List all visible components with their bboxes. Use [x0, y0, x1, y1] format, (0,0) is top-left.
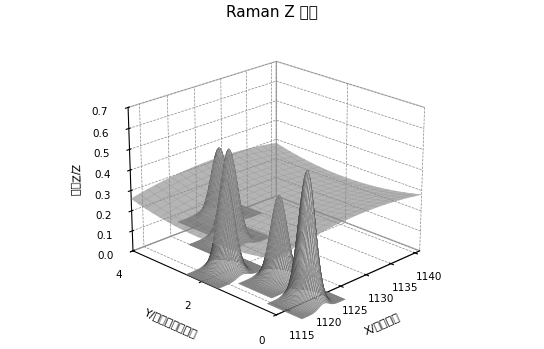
- Y-axis label: Y/拉曼特征峰编号: Y/拉曼特征峰编号: [143, 307, 199, 340]
- Title: Raman Z 分数: Raman Z 分数: [226, 4, 318, 19]
- X-axis label: X/拉曼位移: X/拉曼位移: [362, 311, 401, 336]
